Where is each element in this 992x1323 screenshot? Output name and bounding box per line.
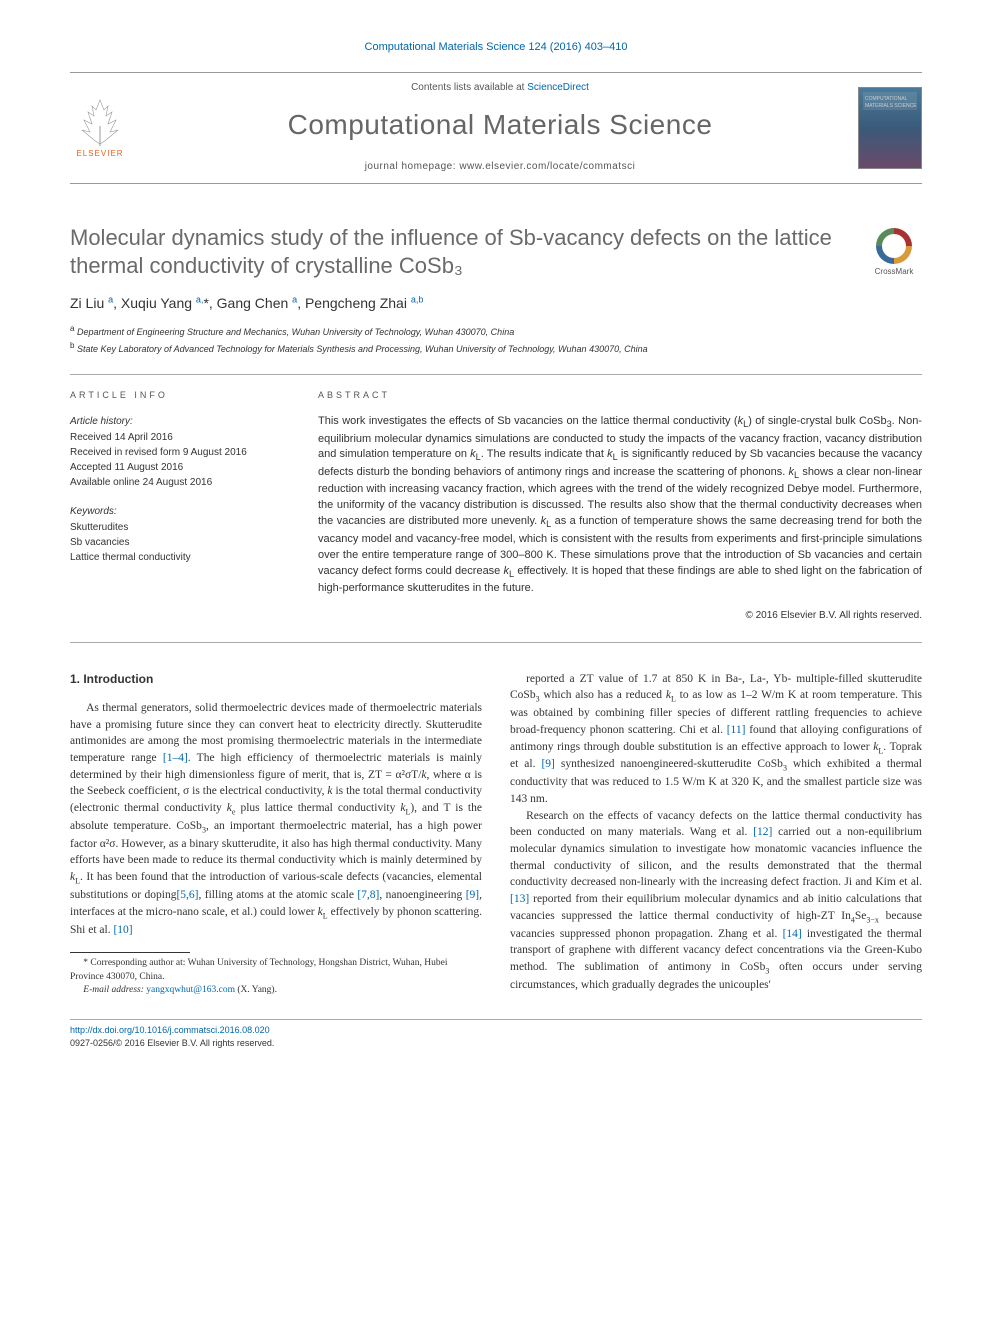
crossmark-icon	[876, 228, 912, 264]
keyword-item: Skutterudites	[70, 520, 290, 535]
contents-lists-line: Contents lists available at ScienceDirec…	[142, 81, 858, 96]
journal-reference: Computational Materials Science 124 (201…	[70, 40, 922, 56]
author-list: Zi Liu a, Xuqiu Yang a,*, Gang Chen a, P…	[70, 293, 922, 313]
body-paragraph: As thermal generators, solid thermoelect…	[70, 700, 482, 938]
page-footer: http://dx.doi.org/10.1016/j.commatsci.20…	[70, 1024, 922, 1050]
article-info-label: ARTICLE INFO	[70, 389, 290, 402]
affiliation: a Department of Engineering Structure an…	[70, 323, 922, 340]
journal-header: ELSEVIER Contents lists available at Sci…	[70, 72, 922, 184]
history-item: Received in revised form 9 August 2016	[70, 445, 290, 460]
history-item: Received 14 April 2016	[70, 430, 290, 445]
doi-link[interactable]: http://dx.doi.org/10.1016/j.commatsci.20…	[70, 1025, 270, 1035]
body-paragraph: reported a ZT value of 1.7 at 850 K in B…	[510, 671, 922, 808]
keyword-item: Sb vacancies	[70, 535, 290, 550]
corresponding-email-link[interactable]: yangxqwhut@163.com	[146, 985, 235, 995]
affiliation: b State Key Laboratory of Advanced Techn…	[70, 340, 922, 357]
keywords-block: Keywords: SkutteruditesSb vacanciesLatti…	[70, 504, 290, 565]
divider	[70, 374, 922, 375]
journal-cover-thumbnail: COMPUTATIONAL MATERIALS SCIENCE	[858, 87, 922, 169]
sciencedirect-link[interactable]: ScienceDirect	[527, 82, 589, 93]
footnote-separator	[70, 952, 190, 953]
footer-separator	[70, 1019, 922, 1020]
journal-homepage-url[interactable]: www.elsevier.com/locate/commatsci	[459, 161, 635, 172]
divider	[70, 642, 922, 643]
tree-icon	[74, 96, 126, 148]
elsevier-wordmark: ELSEVIER	[76, 148, 123, 160]
body-paragraph: Research on the effects of vacancy defec…	[510, 808, 922, 994]
article-body: 1. Introduction As thermal generators, s…	[70, 671, 922, 1004]
history-item: Available online 24 August 2016	[70, 475, 290, 490]
article-history: Article history: Received 14 April 2016R…	[70, 414, 290, 490]
journal-homepage-line: journal homepage: www.elsevier.com/locat…	[142, 160, 858, 175]
keyword-item: Lattice thermal conductivity	[70, 550, 290, 565]
journal-name: Computational Materials Science	[142, 105, 858, 146]
abstract-copyright: © 2016 Elsevier B.V. All rights reserved…	[318, 609, 922, 624]
corresponding-author-note: * Corresponding author at: Wuhan Univers…	[70, 957, 482, 984]
section-heading: 1. Introduction	[70, 671, 482, 688]
crossmark-badge[interactable]: CrossMark	[866, 228, 922, 278]
article-title: Molecular dynamics study of the influenc…	[70, 224, 850, 281]
elsevier-logo: ELSEVIER	[70, 93, 130, 163]
abstract-text: This work investigates the effects of Sb…	[318, 414, 922, 597]
abstract-label: ABSTRACT	[318, 389, 922, 402]
email-line: E-mail address: yangxqwhut@163.com (X. Y…	[70, 984, 482, 997]
history-item: Accepted 11 August 2016	[70, 460, 290, 475]
issn-copyright: 0927-0256/© 2016 Elsevier B.V. All right…	[70, 1038, 274, 1048]
